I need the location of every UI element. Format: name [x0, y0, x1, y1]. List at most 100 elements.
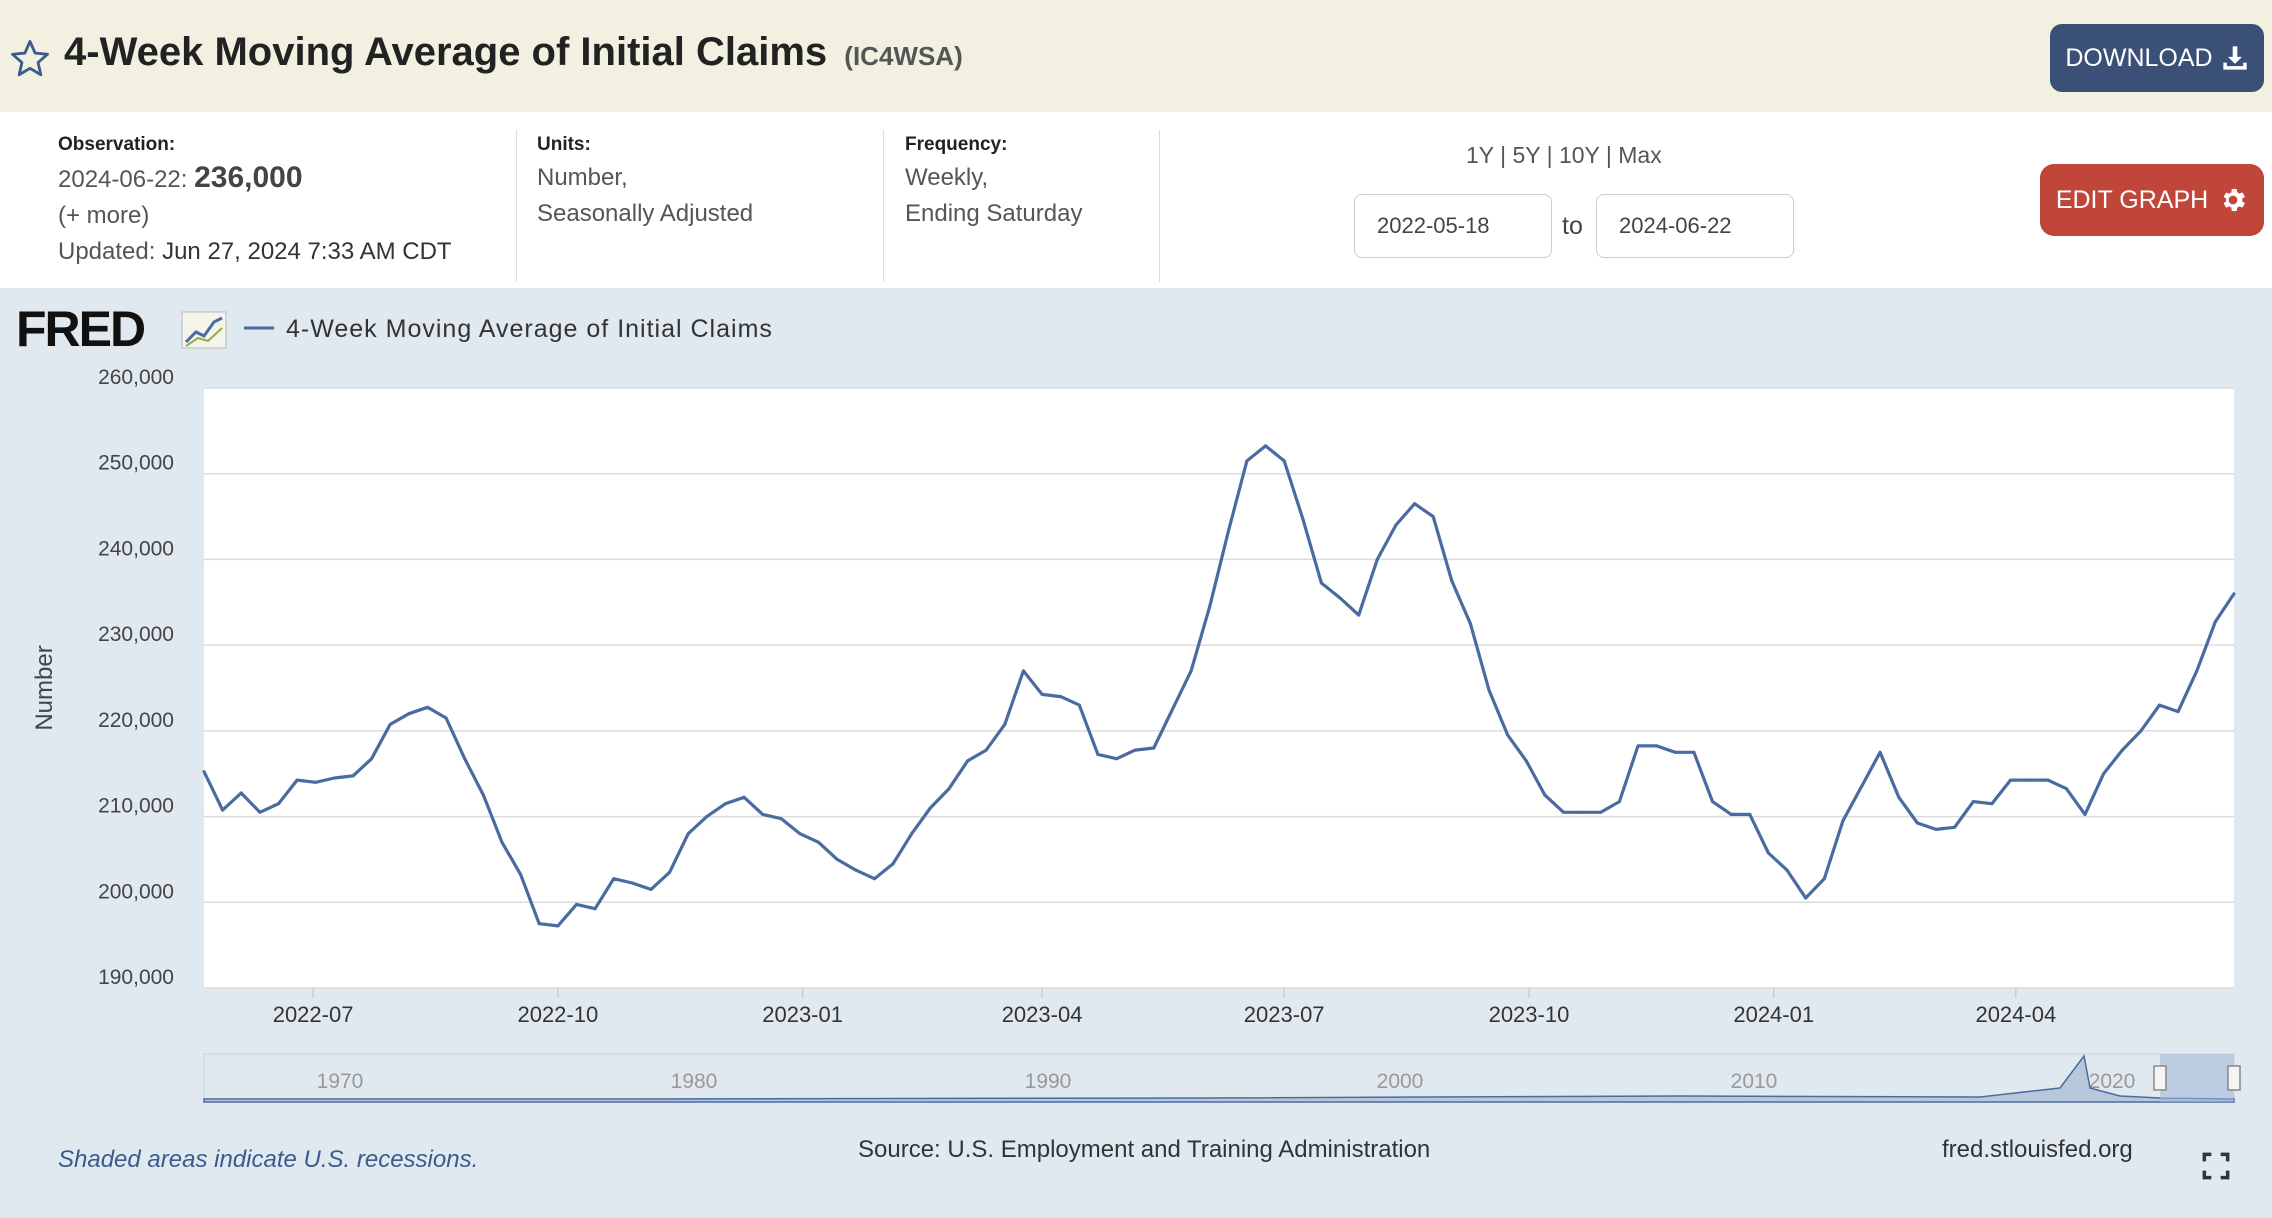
- edit-graph-label: EDIT GRAPH: [2055, 185, 2209, 214]
- frequency-line1: Weekly,: [905, 164, 989, 191]
- data-point: [1822, 877, 1826, 881]
- end-date-input[interactable]: [1596, 194, 1794, 258]
- series-meta: Observation: 2024-06-22: 236,000 (+ more…: [0, 112, 2272, 288]
- download-button[interactable]: DOWNLOAD: [2050, 24, 2264, 92]
- data-point: [817, 840, 821, 844]
- source-text: Source: U.S. Employment and Training Adm…: [858, 1136, 1431, 1163]
- data-point: [314, 780, 318, 784]
- y-tick-label: 220,000: [98, 709, 174, 732]
- data-point: [519, 872, 523, 876]
- data-point: [2120, 748, 2124, 752]
- range-link-1y[interactable]: 1Y: [1466, 142, 1494, 168]
- y-tick-label: 240,000: [98, 537, 174, 560]
- fullscreen-icon[interactable]: [2202, 1152, 2230, 1180]
- navigator-handle-right[interactable]: [2227, 1065, 2241, 1091]
- data-point: [835, 857, 839, 861]
- data-point: [1208, 605, 1212, 609]
- data-point: [556, 924, 560, 928]
- frequency-label: Frequency:: [905, 134, 1008, 155]
- data-point: [686, 832, 690, 836]
- data-point: [2158, 703, 2161, 707]
- data-point: [947, 787, 951, 791]
- data-point: [1878, 750, 1882, 754]
- navigator-selection[interactable]: [2160, 1054, 2234, 1102]
- data-point: [1804, 896, 1808, 900]
- series-line: [202, 444, 2236, 928]
- data-point: [593, 907, 597, 911]
- data-point: [873, 877, 876, 881]
- y-tick-label: 250,000: [98, 452, 174, 475]
- y-axis-label: Number: [31, 645, 58, 730]
- data-point: [1692, 750, 1696, 754]
- edit-graph-button[interactable]: EDIT GRAPH: [2040, 164, 2264, 236]
- data-point: [407, 712, 411, 716]
- updated-label: Updated:: [58, 238, 156, 265]
- y-tick-label: 210,000: [98, 795, 174, 818]
- data-point: [2232, 592, 2236, 596]
- data-point: [2195, 669, 2199, 673]
- range-link-5y[interactable]: 5Y: [1512, 142, 1541, 168]
- data-point: [2213, 620, 2217, 624]
- data-point: [1468, 622, 1472, 626]
- data-point: [1487, 688, 1491, 692]
- data-point: [1971, 800, 1975, 804]
- y-tick-label: 260,000: [98, 366, 174, 389]
- data-point: [1077, 703, 1081, 707]
- data-point: [500, 840, 504, 844]
- more-link[interactable]: (+ more): [58, 202, 150, 229]
- data-point: [351, 774, 355, 778]
- navigator-tick-label: 1970: [317, 1070, 364, 1093]
- navigator-tick-label: 2000: [1377, 1070, 1424, 1093]
- data-point: [1953, 825, 1957, 829]
- page-title: 4-Week Moving Average of Initial Claims …: [64, 30, 963, 75]
- observation-line: 2024-06-22: 236,000: [58, 160, 452, 198]
- navigator-handle-left[interactable]: [2153, 1065, 2167, 1091]
- data-point: [1599, 810, 1603, 814]
- data-point: [2064, 787, 2068, 791]
- fred-logo-text: FRED: [16, 301, 145, 357]
- data-point: [1655, 744, 1659, 748]
- data-point: [1059, 695, 1063, 699]
- data-point: [910, 832, 914, 836]
- units-label: Units:: [537, 134, 591, 155]
- to-label: to: [1562, 212, 1583, 240]
- data-point: [1394, 523, 1398, 527]
- data-point: [2083, 812, 2087, 816]
- data-point: [724, 802, 727, 806]
- star-outline-icon[interactable]: [8, 38, 52, 80]
- site-link[interactable]: fred.stlouisfed.org: [1942, 1136, 2133, 1163]
- data-point: [537, 922, 541, 926]
- data-point: [742, 795, 746, 799]
- data-point: [1264, 444, 1268, 448]
- range-navigator[interactable]: 1970 1980 1990 2000 2010 2020: [203, 1053, 2241, 1103]
- data-point: [1562, 810, 1565, 814]
- data-point: [2027, 778, 2031, 782]
- data-point: [258, 810, 262, 814]
- range-link-max[interactable]: Max: [1618, 142, 1662, 168]
- data-point: [388, 722, 392, 726]
- data-point: [1431, 515, 1435, 519]
- x-tick-label: 2022-10: [517, 1002, 598, 1027]
- range-links: 1Y | 5Y | 10Y | Max: [1466, 142, 1662, 169]
- data-point: [966, 759, 970, 763]
- units-line1: Number,: [537, 164, 628, 191]
- observation-block: Observation: 2024-06-22: 236,000 (+ more…: [58, 134, 452, 270]
- x-tick-label: 2023-04: [1002, 1002, 1083, 1027]
- navigator-tick-label: 1980: [671, 1070, 718, 1093]
- units-line2: Seasonally Adjusted: [537, 200, 754, 227]
- start-date-input[interactable]: [1354, 194, 1552, 258]
- data-point: [1990, 802, 1994, 806]
- data-point: [761, 812, 765, 816]
- data-point: [575, 902, 578, 906]
- data-point: [1357, 613, 1361, 617]
- data-point: [798, 832, 802, 836]
- data-point: [1003, 722, 1007, 726]
- data-point: [612, 877, 616, 881]
- data-point: [1636, 744, 1640, 748]
- x-tick-label: 2024-04: [1975, 1002, 2056, 1027]
- data-point: [1152, 746, 1156, 750]
- data-point: [2009, 778, 2012, 782]
- range-link-10y[interactable]: 10Y: [1558, 142, 1600, 168]
- series-title: 4-Week Moving Average of Initial Claims: [64, 30, 828, 74]
- data-point: [1115, 757, 1119, 761]
